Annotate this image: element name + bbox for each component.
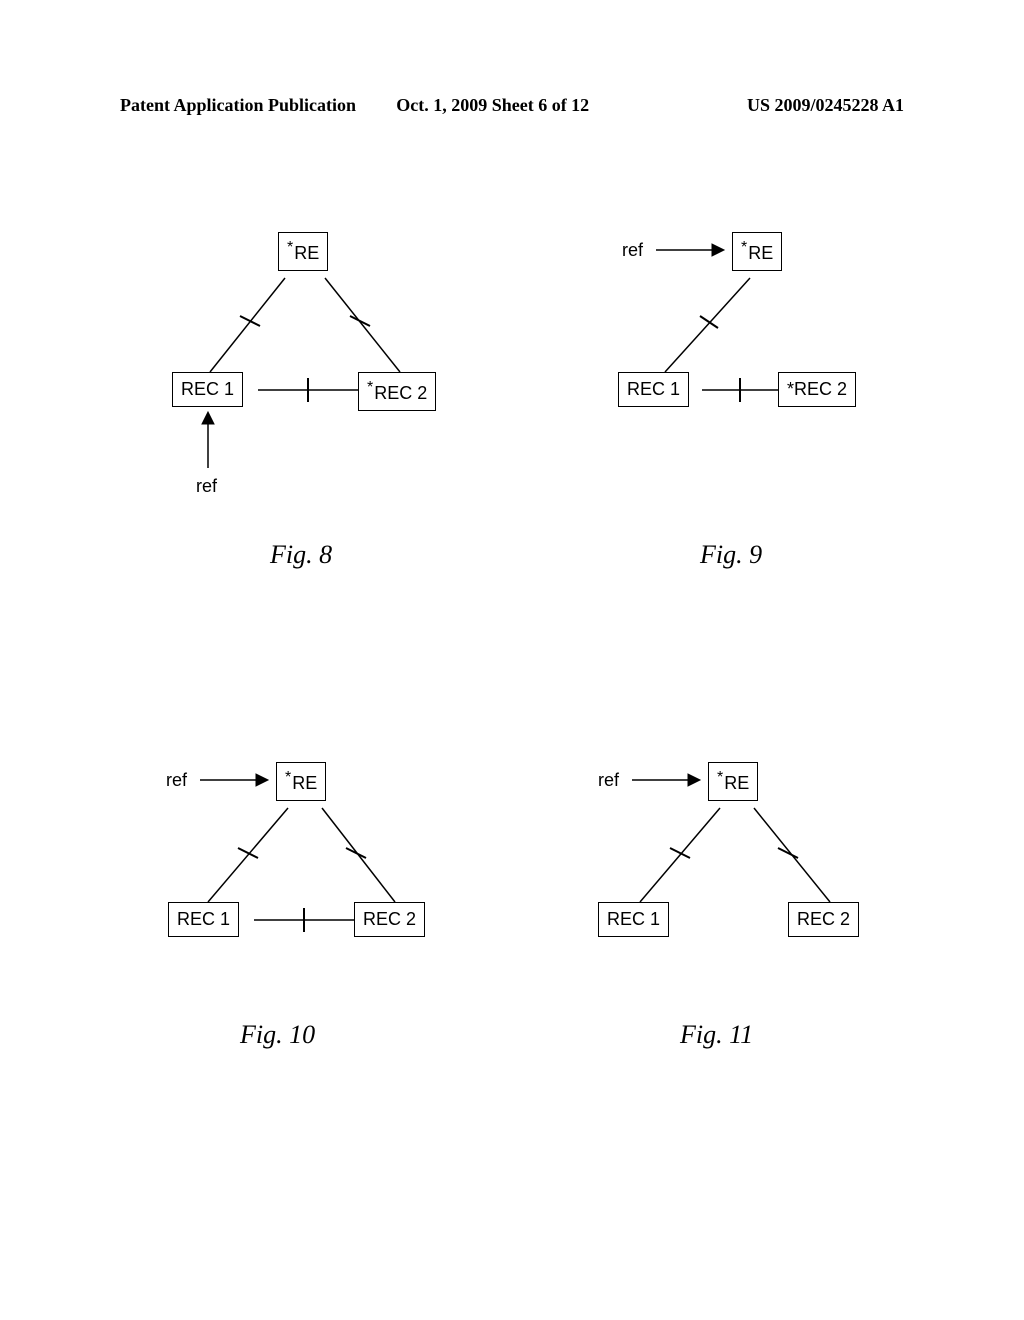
fig9-node-rec2: *REC 2	[778, 372, 856, 407]
header-center: Oct. 1, 2009 Sheet 6 of 12	[396, 95, 589, 116]
figure-8: *RE REC 1 *REC 2 ref Fig. 8	[150, 220, 470, 600]
page-header: Patent Application Publication Oct. 1, 2…	[0, 95, 1024, 116]
fig9-node-rec1: REC 1	[618, 372, 689, 407]
fig9-ref-label: ref	[622, 240, 643, 261]
star-icon: *	[367, 379, 373, 396]
figure-10: ref *RE REC 1 REC 2 Fig. 10	[130, 750, 470, 1110]
fig10-ref-label: ref	[166, 770, 187, 791]
header-left: Patent Application Publication	[120, 95, 356, 116]
fig11-rec1-label: REC 1	[607, 909, 660, 929]
fig10-node-re: *RE	[276, 762, 326, 801]
fig11-rec2-label: REC 2	[797, 909, 850, 929]
fig11-node-rec2: REC 2	[788, 902, 859, 937]
fig9-node-re: *RE	[732, 232, 782, 271]
fig10-node-rec2: REC 2	[354, 902, 425, 937]
fig8-node-rec1: REC 1	[172, 372, 243, 407]
fig9-rec2-label: *REC 2	[787, 379, 847, 399]
fig9-rec1-label: REC 1	[627, 379, 680, 399]
star-icon: *	[285, 769, 291, 786]
fig11-node-rec1: REC 1	[598, 902, 669, 937]
fig8-caption: Fig. 8	[270, 540, 332, 570]
figure-9: ref *RE REC 1 *REC 2 Fig. 9	[560, 220, 900, 600]
fig11-re-label: RE	[724, 773, 749, 793]
figure-11: ref *RE REC 1 REC 2 Fig. 11	[560, 750, 900, 1110]
header-right: US 2009/0245228 A1	[747, 95, 904, 116]
star-icon: *	[717, 769, 723, 786]
fig8-node-re: *RE	[278, 232, 328, 271]
fig8-rec1-label: REC 1	[181, 379, 234, 399]
fig10-rec1-label: REC 1	[177, 909, 230, 929]
fig10-caption: Fig. 10	[240, 1020, 315, 1050]
fig10-re-label: RE	[292, 773, 317, 793]
figures-area: *RE REC 1 *REC 2 ref Fig. 8 ref *RE REC …	[0, 160, 1024, 1260]
star-icon: *	[741, 239, 747, 256]
fig9-caption: Fig. 9	[700, 540, 762, 570]
fig8-ref-label: ref	[196, 476, 217, 497]
star-icon: *	[287, 239, 293, 256]
fig8-rec2-label: REC 2	[374, 383, 427, 403]
fig11-node-re: *RE	[708, 762, 758, 801]
fig8-node-rec2: *REC 2	[358, 372, 436, 411]
fig11-caption: Fig. 11	[680, 1020, 753, 1050]
fig11-ref-label: ref	[598, 770, 619, 791]
fig10-rec2-label: REC 2	[363, 909, 416, 929]
fig9-re-label: RE	[748, 243, 773, 263]
fig10-node-rec1: REC 1	[168, 902, 239, 937]
fig8-re-label: RE	[294, 243, 319, 263]
